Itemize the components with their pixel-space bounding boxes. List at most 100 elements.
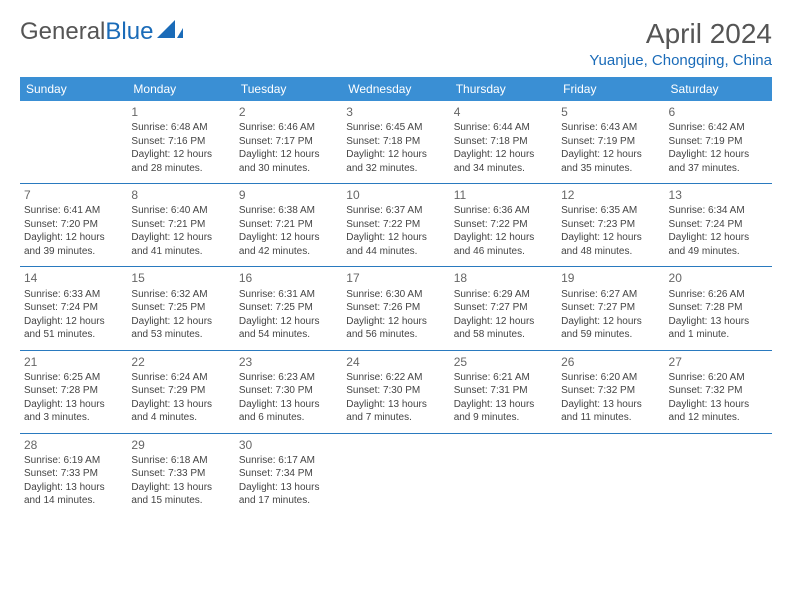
day-number: 8 [131, 187, 230, 203]
day-number: 16 [239, 270, 338, 286]
calendar-day-cell: 17 Sunrise: 6:30 AMSunset: 7:26 PMDayligh… [342, 267, 449, 350]
calendar-day-cell: 25Sunrise: 6:21 AMSunset: 7:31 PMDayligh… [450, 350, 557, 433]
day-info: Sunrise: 6:40 AMSunset: 7:21 PMDaylight:… [131, 204, 230, 258]
day-number: 12 [561, 187, 660, 203]
calendar-day-cell: 10Sunrise: 6:37 AMSunset: 7:22 PMDayligh… [342, 184, 449, 267]
calendar-table: SundayMondayTuesdayWednesdayThursdayFrid… [20, 77, 772, 516]
calendar-day-cell: 18 Sunrise: 6:29 AMSunset: 7:27 PMDayligh… [450, 267, 557, 350]
brand-part1: General [20, 18, 105, 45]
day-info: Sunrise: 6:21 AMSunset: 7:31 PMDaylight:… [454, 371, 553, 425]
day-info: Sunrise: 6:33 AMSunset: 7:24 PMDaylight:… [24, 288, 123, 342]
day-number: 2 [239, 104, 338, 120]
calendar-day-cell: 28Sunrise: 6:19 AMSunset: 7:33 PMDayligh… [20, 433, 127, 516]
brand-part2: Blue [105, 18, 153, 45]
calendar-day-cell: 2Sunrise: 6:46 AMSunset: 7:17 PMDaylight… [235, 101, 342, 184]
day-number: 27 [669, 354, 768, 370]
month-title: April 2024 [589, 18, 772, 50]
day-number: 4 [454, 104, 553, 120]
weekday-header: Saturday [665, 77, 772, 101]
day-info: Sunrise: 6:48 AMSunset: 7:16 PMDaylight:… [131, 121, 230, 175]
title-block: April 2024 Yuanjue, Chongqing, China [589, 18, 772, 69]
calendar-day-cell: 12Sunrise: 6:35 AMSunset: 7:23 PMDayligh… [557, 184, 664, 267]
calendar-body: 1Sunrise: 6:48 AMSunset: 7:16 PMDaylight… [20, 101, 772, 516]
day-number: 10 [346, 187, 445, 203]
location-label: Yuanjue, Chongqing, China [589, 52, 772, 69]
day-number: 3 [346, 104, 445, 120]
day-info: Sunrise: 6:43 AMSunset: 7:19 PMDaylight:… [561, 121, 660, 175]
day-info: Sunrise: 6:17 AMSunset: 7:34 PMDaylight:… [239, 454, 338, 508]
calendar-day-cell: 16 Sunrise: 6:31 AMSunset: 7:25 PMDayligh… [235, 267, 342, 350]
calendar-day-cell: 15 Sunrise: 6:32 AMSunset: 7:25 PMDayligh… [127, 267, 234, 350]
day-info: Sunrise: 6:32 AMSunset: 7:25 PMDaylight:… [131, 288, 230, 342]
day-info: Sunrise: 6:42 AMSunset: 7:19 PMDaylight:… [669, 121, 768, 175]
day-info: Sunrise: 6:34 AMSunset: 7:24 PMDaylight:… [669, 204, 768, 258]
weekday-header: Friday [557, 77, 664, 101]
calendar-day-cell: 7Sunrise: 6:41 AMSunset: 7:20 PMDaylight… [20, 184, 127, 267]
day-number: 21 [24, 354, 123, 370]
day-info: Sunrise: 6:44 AMSunset: 7:18 PMDaylight:… [454, 121, 553, 175]
calendar-day-cell [450, 433, 557, 516]
day-info: Sunrise: 6:35 AMSunset: 7:23 PMDaylight:… [561, 204, 660, 258]
calendar-day-cell [557, 433, 664, 516]
calendar-day-cell: 22Sunrise: 6:24 AMSunset: 7:29 PMDayligh… [127, 350, 234, 433]
weekday-header: Sunday [20, 77, 127, 101]
day-number: 18 [454, 270, 553, 286]
day-info: Sunrise: 6:46 AMSunset: 7:17 PMDaylight:… [239, 121, 338, 175]
day-info: Sunrise: 6:38 AMSunset: 7:21 PMDaylight:… [239, 204, 338, 258]
day-info: Sunrise: 6:30 AMSunset: 7:26 PMDaylight:… [346, 288, 445, 342]
day-info: Sunrise: 6:20 AMSunset: 7:32 PMDaylight:… [561, 371, 660, 425]
day-info: Sunrise: 6:22 AMSunset: 7:30 PMDaylight:… [346, 371, 445, 425]
calendar-day-cell: 21Sunrise: 6:25 AMSunset: 7:28 PMDayligh… [20, 350, 127, 433]
calendar-day-cell: 27Sunrise: 6:20 AMSunset: 7:32 PMDayligh… [665, 350, 772, 433]
calendar-day-cell [20, 101, 127, 184]
brand-logo: GeneralBlue [20, 18, 183, 46]
calendar-day-cell: 24Sunrise: 6:22 AMSunset: 7:30 PMDayligh… [342, 350, 449, 433]
day-number: 5 [561, 104, 660, 120]
day-number: 1 [131, 104, 230, 120]
calendar-day-cell [665, 433, 772, 516]
day-number: 29 [131, 437, 230, 453]
calendar-day-cell: 29Sunrise: 6:18 AMSunset: 7:33 PMDayligh… [127, 433, 234, 516]
calendar-day-cell: 1Sunrise: 6:48 AMSunset: 7:16 PMDaylight… [127, 101, 234, 184]
sail-icon [157, 20, 183, 45]
day-number: 13 [669, 187, 768, 203]
day-number: 30 [239, 437, 338, 453]
calendar-day-cell: 30Sunrise: 6:17 AMSunset: 7:34 PMDayligh… [235, 433, 342, 516]
day-number: 9 [239, 187, 338, 203]
calendar-day-cell: 23Sunrise: 6:23 AMSunset: 7:30 PMDayligh… [235, 350, 342, 433]
day-number: 6 [669, 104, 768, 120]
day-number: 15 [131, 270, 230, 286]
day-info: Sunrise: 6:19 AMSunset: 7:33 PMDaylight:… [24, 454, 123, 508]
day-info: Sunrise: 6:41 AMSunset: 7:20 PMDaylight:… [24, 204, 123, 258]
day-number: 22 [131, 354, 230, 370]
calendar-day-cell [342, 433, 449, 516]
weekday-header: Wednesday [342, 77, 449, 101]
day-number: 7 [24, 187, 123, 203]
calendar-day-cell: 3Sunrise: 6:45 AMSunset: 7:18 PMDaylight… [342, 101, 449, 184]
calendar-day-cell: 20Sunrise: 6:26 AMSunset: 7:28 PMDayligh… [665, 267, 772, 350]
calendar-day-cell: 6Sunrise: 6:42 AMSunset: 7:19 PMDaylight… [665, 101, 772, 184]
calendar-day-cell: 11Sunrise: 6:36 AMSunset: 7:22 PMDayligh… [450, 184, 557, 267]
calendar-week-row: 14 Sunrise: 6:33 AMSunset: 7:24 PMDayligh… [20, 267, 772, 350]
calendar-day-cell: 5Sunrise: 6:43 AMSunset: 7:19 PMDaylight… [557, 101, 664, 184]
day-info: Sunrise: 6:29 AMSunset: 7:27 PMDaylight:… [454, 288, 553, 342]
day-info: Sunrise: 6:24 AMSunset: 7:29 PMDaylight:… [131, 371, 230, 425]
day-number: 24 [346, 354, 445, 370]
brand-name: GeneralBlue [20, 18, 153, 46]
calendar-day-cell: 14 Sunrise: 6:33 AMSunset: 7:24 PMDayligh… [20, 267, 127, 350]
day-info: Sunrise: 6:31 AMSunset: 7:25 PMDaylight:… [239, 288, 338, 342]
day-number: 28 [24, 437, 123, 453]
day-number: 17 [346, 270, 445, 286]
day-number: 23 [239, 354, 338, 370]
day-info: Sunrise: 6:37 AMSunset: 7:22 PMDaylight:… [346, 204, 445, 258]
day-number: 25 [454, 354, 553, 370]
calendar-day-cell: 9Sunrise: 6:38 AMSunset: 7:21 PMDaylight… [235, 184, 342, 267]
calendar-day-cell: 19Sunrise: 6:27 AMSunset: 7:27 PMDayligh… [557, 267, 664, 350]
weekday-header: Tuesday [235, 77, 342, 101]
day-number: 14 [24, 270, 123, 286]
day-info: Sunrise: 6:25 AMSunset: 7:28 PMDaylight:… [24, 371, 123, 425]
day-number: 20 [669, 270, 768, 286]
header: GeneralBlue April 2024 Yuanjue, Chongqin… [20, 18, 772, 69]
calendar-week-row: 21Sunrise: 6:25 AMSunset: 7:28 PMDayligh… [20, 350, 772, 433]
calendar-day-cell: 13Sunrise: 6:34 AMSunset: 7:24 PMDayligh… [665, 184, 772, 267]
